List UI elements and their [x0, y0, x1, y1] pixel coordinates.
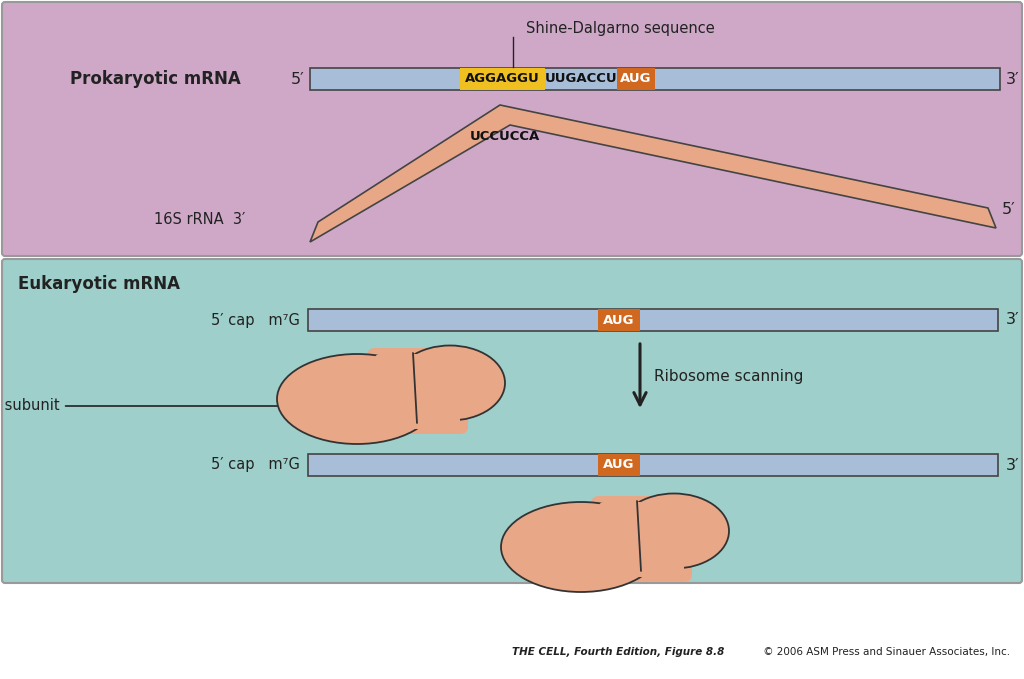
Text: 5′ cap   m⁷G: 5′ cap m⁷G [211, 312, 300, 327]
FancyBboxPatch shape [308, 454, 998, 476]
Text: AGGAGGU: AGGAGGU [465, 73, 540, 86]
Ellipse shape [278, 354, 437, 444]
FancyBboxPatch shape [367, 348, 468, 434]
Text: 40S ribosomal subunit: 40S ribosomal subunit [0, 399, 312, 414]
Text: Eukaryotic mRNA: Eukaryotic mRNA [18, 275, 180, 293]
Text: AUG: AUG [621, 73, 651, 86]
Text: UUGACCU: UUGACCU [545, 73, 617, 86]
Text: 3′: 3′ [1006, 458, 1020, 473]
Text: UCCUCCA: UCCUCCA [470, 130, 540, 143]
FancyBboxPatch shape [460, 68, 545, 90]
Text: THE CELL, Fourth Edition, Figure 8.8: THE CELL, Fourth Edition, Figure 8.8 [512, 647, 724, 657]
Text: 5′: 5′ [1002, 202, 1016, 217]
Text: AUG: AUG [603, 314, 635, 327]
Polygon shape [310, 105, 996, 242]
FancyBboxPatch shape [375, 354, 460, 429]
Text: 16S rRNA  3′: 16S rRNA 3′ [155, 213, 246, 227]
Text: Prokaryotic mRNA: Prokaryotic mRNA [70, 70, 241, 88]
FancyBboxPatch shape [617, 68, 655, 90]
Text: Ribosome scanning: Ribosome scanning [654, 369, 804, 384]
Ellipse shape [501, 502, 662, 592]
Text: 5′: 5′ [290, 71, 304, 86]
Ellipse shape [618, 494, 729, 568]
FancyBboxPatch shape [2, 259, 1022, 583]
FancyBboxPatch shape [591, 496, 692, 582]
Ellipse shape [395, 346, 505, 420]
FancyBboxPatch shape [598, 454, 640, 476]
Text: 5′ cap   m⁷G: 5′ cap m⁷G [211, 458, 300, 473]
Text: AUG: AUG [603, 458, 635, 471]
Text: 3′: 3′ [1006, 312, 1020, 327]
Text: 3′: 3′ [1006, 71, 1020, 86]
FancyBboxPatch shape [310, 68, 1000, 90]
FancyBboxPatch shape [598, 309, 640, 331]
FancyBboxPatch shape [2, 2, 1022, 256]
FancyBboxPatch shape [599, 502, 684, 577]
Text: © 2006 ASM Press and Sinauer Associates, Inc.: © 2006 ASM Press and Sinauer Associates,… [760, 647, 1010, 657]
FancyBboxPatch shape [308, 309, 998, 331]
Text: Shine-Dalgarno sequence: Shine-Dalgarno sequence [525, 20, 715, 35]
